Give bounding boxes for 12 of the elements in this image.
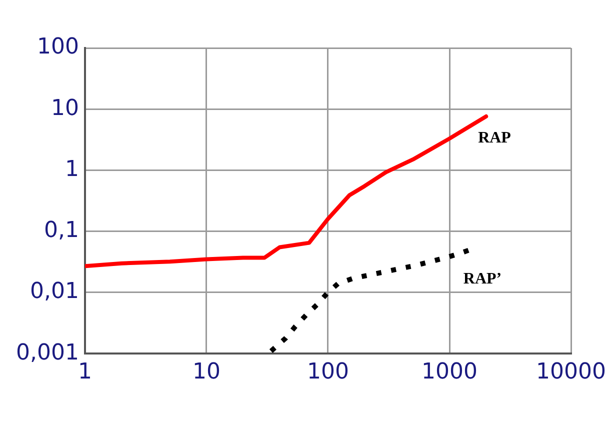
x-tick-label: 10000 xyxy=(536,360,606,385)
x-tick-label: 10 xyxy=(192,360,220,385)
y-tick-label: 0,1 xyxy=(44,218,79,244)
x-tick-label: 100 xyxy=(306,360,349,385)
y-tick-label: 0,001 xyxy=(16,340,79,366)
series-label: RAP’ xyxy=(463,270,502,288)
y-tick-label: 0,01 xyxy=(30,279,79,304)
y-tick-label: 10 xyxy=(50,96,79,121)
series-label: RAP xyxy=(478,130,512,147)
y-tick-label: 100 xyxy=(36,34,79,60)
y-tick-label: 1 xyxy=(64,156,79,182)
x-tick-label: 1000 xyxy=(422,360,478,385)
